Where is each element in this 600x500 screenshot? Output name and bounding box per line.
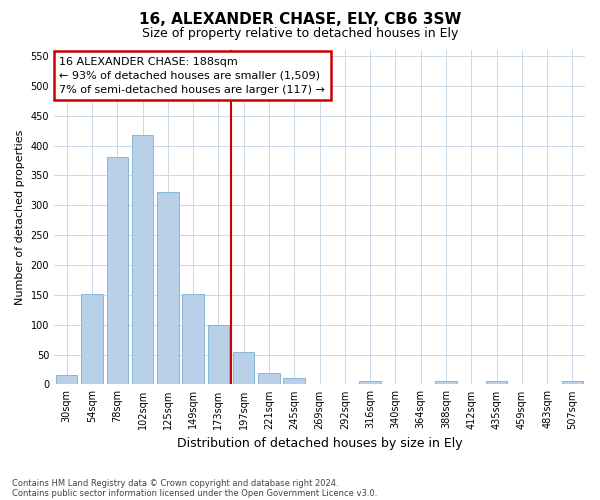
Bar: [107, 157, 128, 384]
Bar: [283, 378, 305, 384]
Text: Contains public sector information licensed under the Open Government Licence v3: Contains public sector information licen…: [12, 488, 377, 498]
Bar: [486, 382, 507, 384]
Y-axis label: Number of detached properties: Number of detached properties: [15, 130, 25, 305]
Bar: [435, 382, 457, 384]
Text: Size of property relative to detached houses in Ely: Size of property relative to detached ho…: [142, 28, 458, 40]
Bar: [258, 373, 280, 384]
Text: 16 ALEXANDER CHASE: 188sqm
← 93% of detached houses are smaller (1,509)
7% of se: 16 ALEXANDER CHASE: 188sqm ← 93% of deta…: [59, 56, 325, 94]
Bar: [56, 376, 77, 384]
Bar: [208, 324, 229, 384]
Bar: [233, 352, 254, 384]
Bar: [81, 294, 103, 384]
Bar: [132, 136, 153, 384]
Bar: [182, 294, 204, 384]
Bar: [157, 192, 179, 384]
Text: Contains HM Land Registry data © Crown copyright and database right 2024.: Contains HM Land Registry data © Crown c…: [12, 478, 338, 488]
Bar: [359, 382, 381, 384]
Bar: [562, 382, 583, 384]
Text: 16, ALEXANDER CHASE, ELY, CB6 3SW: 16, ALEXANDER CHASE, ELY, CB6 3SW: [139, 12, 461, 28]
X-axis label: Distribution of detached houses by size in Ely: Distribution of detached houses by size …: [177, 437, 463, 450]
